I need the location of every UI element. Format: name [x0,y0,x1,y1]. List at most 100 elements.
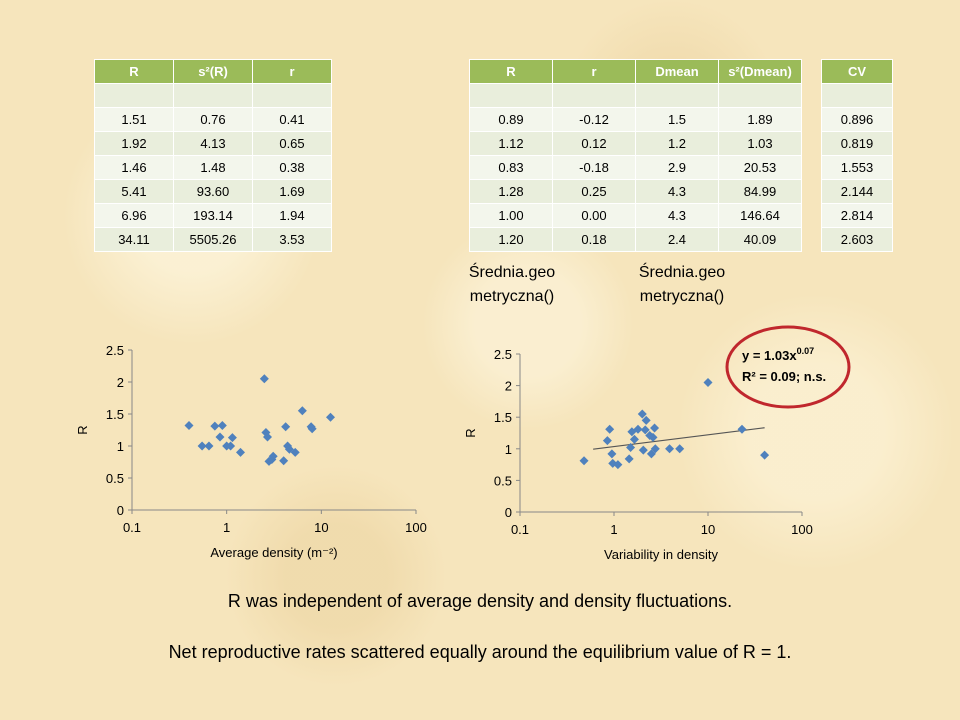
data-point [259,374,269,384]
x-tick-label: 1 [610,522,617,537]
data-point [626,443,636,453]
table-cell: 20.53 [718,155,802,180]
trend-r2: R² = 0.09; n.s. [742,369,826,384]
table-cell [821,83,893,108]
table-cell: 1.89 [718,107,802,132]
table-cell: 1.92 [94,131,174,156]
y-tick-label: 2.5 [106,343,124,358]
data-point [217,421,227,431]
table-row: 2.814 [821,203,893,228]
table-row: 6.96 193.14 1.94 [94,203,332,228]
data-point [613,460,623,470]
column-header: R [94,59,174,84]
table-row: 1.553 [821,155,893,180]
table-cell: 93.60 [173,179,253,204]
y-tick-label: 0 [117,503,124,518]
table-cell: 0.41 [252,107,332,132]
y-tick-label: 1.5 [106,407,124,422]
table-row: 1.46 1.48 0.38 [94,155,332,180]
table-cell [718,83,802,108]
y-tick-label: 0.5 [494,473,512,488]
table-cell: 1.69 [252,179,332,204]
y-tick-label: 0.5 [106,471,124,486]
table-row: 0.896 [821,107,893,132]
chart-r-vs-variability: 0 0.5 1 1.5 2 2.5 0.1 1 10 100 Variability in dens… [463,325,851,562]
table-row: 1.51 0.76 0.41 [94,107,332,132]
x-tick-label: 10 [314,520,328,535]
table-row: 34.11 5505.26 3.53 [94,227,332,252]
table-header-row: CV [821,59,893,84]
table-cell [252,83,332,108]
table-cell: 34.11 [94,227,174,252]
y-axis-label: R [463,428,478,437]
data-point [326,412,336,422]
data-point [268,451,278,461]
table-row [94,83,332,108]
table-cell: 6.96 [94,203,174,228]
table-cell: 0.896 [821,107,893,132]
table-cell: 1.553 [821,155,893,180]
table-cell: 0.18 [552,227,636,252]
table-cell: 4.3 [635,203,719,228]
table-cell: 4.3 [635,179,719,204]
trendline-annotation: y = 1.03x0.07 R² = 0.09; n.s. [725,325,851,409]
table-cell: 193.14 [173,203,253,228]
data-point [627,427,637,437]
table-cell: 5505.26 [173,227,253,252]
table-row: 0.89 -0.12 1.5 1.89 [469,107,802,132]
x-tick-label: 10 [701,522,715,537]
table-row: 1.12 0.12 1.2 1.03 [469,131,802,156]
table-cell: 4.13 [173,131,253,156]
data-point [650,444,660,454]
data-point [665,444,675,454]
table-cell: 2.144 [821,179,893,204]
data-point [703,377,713,387]
table-row: 2.144 [821,179,893,204]
column-header: R [469,59,553,84]
table-cell: 146.64 [718,203,802,228]
y-tick-label: 1 [505,442,512,457]
x-axis-label: Average density (m⁻²) [210,545,337,560]
table-row [469,83,802,108]
y-tick-label: 0 [505,505,512,520]
table-row: 1.92 4.13 0.65 [94,131,332,156]
caption-line-2: Net reproductive rates scattered equally… [168,642,792,662]
table-cell: 0.83 [469,155,553,180]
table-cell: 2.814 [821,203,893,228]
data-point [204,441,214,451]
column-header: r [252,59,332,84]
table-cell: 0.89 [469,107,553,132]
table-cell: 0.38 [252,155,332,180]
data-point [215,432,225,442]
table-cell: 1.28 [469,179,553,204]
table-cell: -0.18 [552,155,636,180]
column-header: r [552,59,636,84]
data-point [607,449,617,459]
table-cell: 5.41 [94,179,174,204]
table-cell: 0.65 [252,131,332,156]
table-cell: -0.12 [552,107,636,132]
geometric-mean-note-2: Średnia.geo metryczna() [638,264,726,305]
table-cell: 1.00 [469,203,553,228]
x-tick-label: 1 [223,520,230,535]
table-cell: 1.20 [469,227,553,252]
data-point [264,456,274,466]
table-cell: 3.53 [252,227,332,252]
data-point [184,421,194,431]
geometric-mean-note-1: Średnia.geo metryczna() [468,264,556,305]
data-point [236,447,246,457]
table-cell [94,83,174,108]
trendline [593,427,765,450]
table-cell: 1.2 [635,131,719,156]
data-point [645,431,655,441]
table-cell: 0.00 [552,203,636,228]
data-point [633,424,643,434]
y-tick-label: 2 [117,375,124,390]
table-row [821,83,893,108]
data-point [297,406,307,416]
y-tick-label: 2 [505,379,512,394]
chart-r-vs-average-density: 0 0.5 1 1.5 2 2.5 0.1 1 10 100 Average density (m⁻… [75,343,427,560]
data-point [629,434,639,444]
data-point [197,441,207,451]
